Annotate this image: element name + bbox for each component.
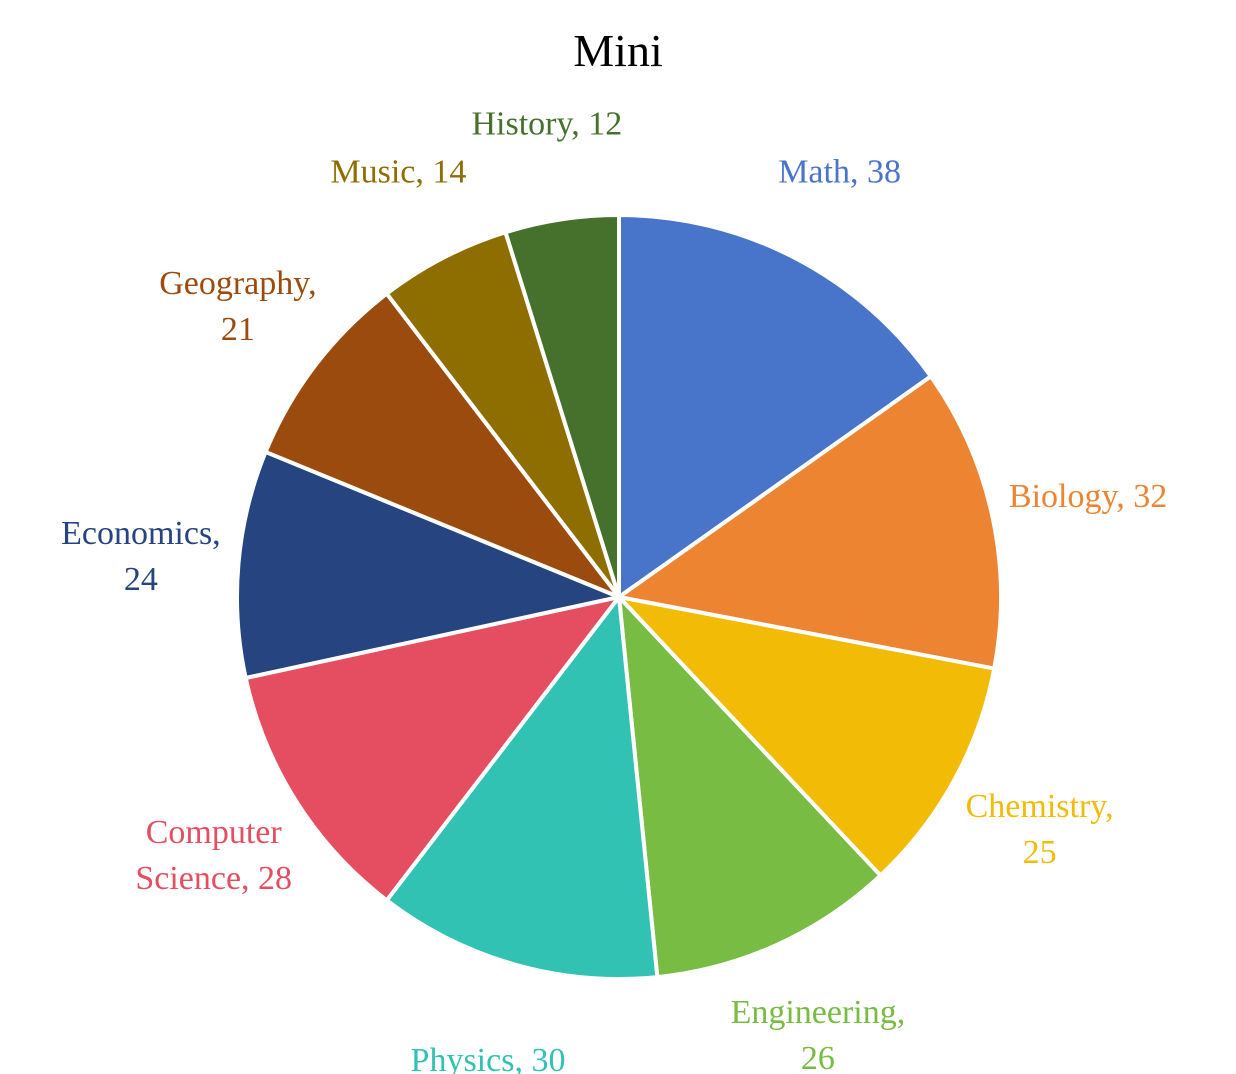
pie-label-geography: Geography, 21 [159, 265, 316, 348]
pie-label-line: Science, 28 [135, 860, 292, 897]
pie-label-line: Biology, 32 [1009, 478, 1167, 515]
pie-label-line: Economics, [61, 515, 221, 552]
pie-label-biology: Biology, 32 [1009, 478, 1167, 515]
pie-label-line: Physics, 30 [411, 1042, 566, 1074]
pie-label-music: Music, 14 [330, 154, 466, 191]
pie-slice-chemistry [617, 595, 997, 878]
pie-label-line: Computer [146, 814, 283, 851]
pie-label-line: History, 12 [472, 105, 623, 142]
pie-slice-geography [263, 291, 621, 599]
pie-slice-math [617, 213, 933, 599]
pie-label-line: 24 [124, 561, 158, 598]
pie-slice-music [384, 230, 621, 599]
pie-slice-history [503, 213, 621, 599]
pie-slice-computer-science [243, 595, 621, 903]
pie-label-computer-science: Computer Science, 28 [135, 814, 292, 897]
pie-slice-engineering [617, 595, 883, 980]
pie-label-economics: Economics, 24 [61, 515, 221, 598]
pie-label-line: Music, 14 [330, 154, 466, 191]
pie-label-line: Chemistry, [966, 788, 1114, 825]
pie-slice-physics [384, 595, 660, 981]
pie-slices [235, 213, 1003, 981]
pie-labels: Math, 38 Biology, 32 Chemistry, 25 Engineeri… [61, 105, 1167, 1074]
chart-title: Mini [573, 25, 663, 76]
pie-label-line: 21 [221, 311, 255, 348]
pie-label-line: Engineering, [731, 994, 906, 1031]
pie-label-physics: Physics, 30 [411, 1042, 566, 1074]
pie-label-engineering: Engineering, 26 [731, 994, 906, 1074]
pie-label-line: Math, 38 [778, 154, 901, 191]
pie-label-line: 25 [1023, 834, 1057, 871]
pie-label-line: Geography, [159, 265, 316, 302]
pie-label-line: 26 [801, 1040, 835, 1074]
pie-slice-economics [235, 449, 621, 680]
pie-label-chemistry: Chemistry, 25 [966, 788, 1114, 871]
pie-label-history: History, 12 [472, 105, 623, 142]
pie-slice-biology [617, 374, 1003, 671]
pie-label-math: Math, 38 [778, 154, 901, 191]
